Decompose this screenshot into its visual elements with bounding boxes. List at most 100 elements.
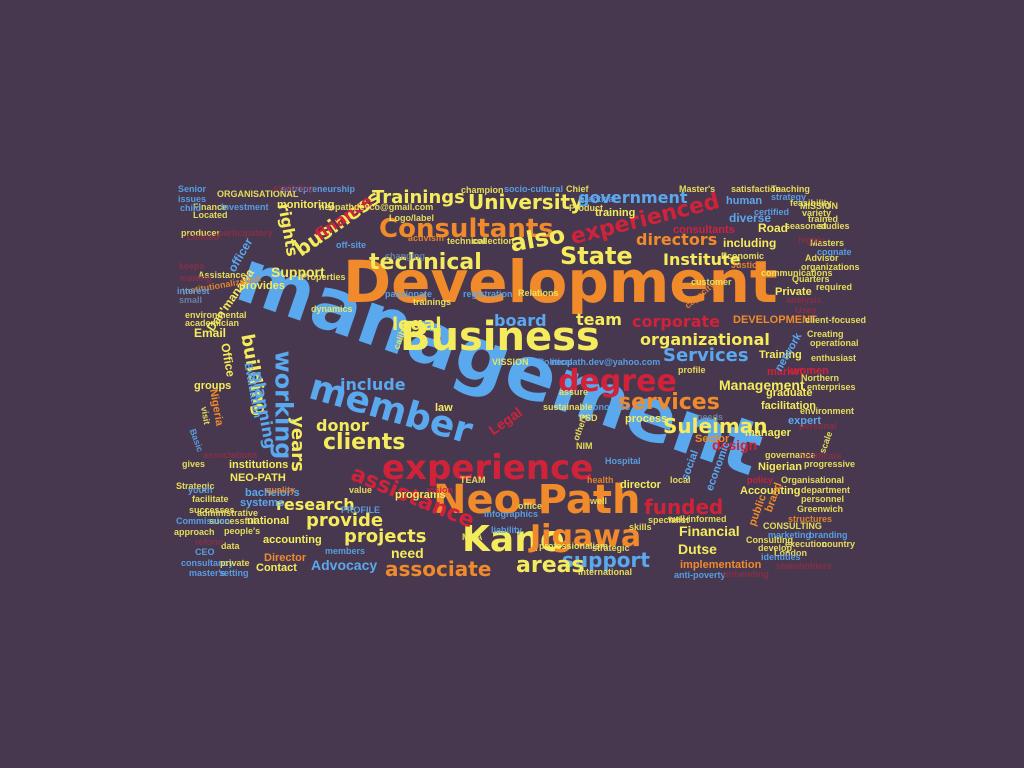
- cloud-word: vision: [427, 485, 454, 495]
- cloud-word: Nigerian: [758, 461, 803, 473]
- cloud-word: Training: [759, 349, 802, 361]
- cloud-word: passionate: [385, 289, 433, 299]
- cloud-word: personnel: [801, 494, 845, 504]
- cloud-word: implementation: [680, 559, 762, 571]
- cloud-word: making: [180, 273, 212, 283]
- cloud-word: entrepreneurship: [281, 184, 356, 194]
- cloud-word: team: [576, 310, 622, 329]
- cloud-word: Economic: [721, 251, 765, 261]
- cloud-word: associations: [203, 450, 258, 460]
- cloud-word: exploring: [273, 183, 314, 193]
- cloud-word: successes: [189, 505, 235, 515]
- cloud-word: CONSULTING: [763, 521, 822, 531]
- cloud-word: Development: [343, 248, 778, 316]
- cloud-word: reform: [195, 537, 224, 547]
- cloud-word: Advisor: [805, 253, 839, 263]
- cloud-word: skills: [629, 522, 652, 532]
- cloud-word: Justice: [731, 260, 763, 270]
- cloud-word: enthusiast: [811, 353, 857, 363]
- cloud-word: Organisational: [781, 475, 845, 485]
- cloud-word: Assistance: [198, 270, 246, 280]
- cloud-word: need: [391, 545, 424, 561]
- cloud-word: DEVELOPMENT: [733, 314, 817, 326]
- cloud-word: Masters: [810, 238, 845, 248]
- cloud-word: Director: [264, 552, 307, 564]
- cloud-word: expert: [788, 415, 822, 427]
- cloud-word: accounting: [263, 534, 322, 546]
- cloud-word: organizations: [801, 262, 860, 272]
- cloud-word: youth: [188, 485, 213, 495]
- cloud-word: technical: [447, 236, 487, 246]
- cloud-word: Located: [193, 210, 228, 220]
- cloud-word: Road: [758, 221, 788, 235]
- cloud-word: Neo-Path: [433, 477, 641, 523]
- cloud-word: PROFILE: [341, 505, 381, 515]
- cloud-word: women: [791, 365, 829, 377]
- cloud-word: execution: [785, 539, 828, 549]
- cloud-word: Management: [719, 377, 805, 393]
- cloud-word: required: [816, 282, 853, 292]
- cloud-word: specialist: [648, 515, 690, 525]
- cloud-word: studies: [818, 221, 850, 231]
- cloud-word: environmental: [185, 310, 247, 320]
- cloud-word: facilitate: [192, 494, 229, 504]
- cloud-word: Consultants: [379, 214, 554, 244]
- cloud-word: NIM: [576, 441, 593, 451]
- cloud-word: highly: [798, 235, 825, 245]
- cloud-word: research: [276, 495, 355, 514]
- cloud-word: Economics: [582, 402, 631, 412]
- cloud-word: anti-poverty: [674, 570, 726, 580]
- cloud-word: directors: [636, 230, 718, 249]
- cloud-word: consultancy: [181, 558, 234, 568]
- cloud-word: Strategic: [176, 481, 215, 491]
- cloud-word: private: [220, 558, 250, 568]
- cloud-word: champion: [461, 185, 504, 195]
- cloud-word: Consulting: [746, 535, 793, 545]
- cloud-word: Teaching: [771, 184, 810, 194]
- cloud-word: neopath.dev@yahoo.com: [551, 357, 661, 367]
- cloud-word: Uses: [795, 305, 817, 315]
- cloud-word: liability: [491, 525, 523, 535]
- cloud-word: groups: [194, 380, 232, 392]
- cloud-word: systems: [240, 497, 285, 509]
- cloud-word: department: [801, 485, 851, 495]
- cloud-word: government: [578, 188, 688, 207]
- cloud-word: practical: [579, 194, 617, 204]
- cloud-word: NEO-PATH: [230, 472, 286, 484]
- cloud-word: include: [340, 375, 406, 394]
- cloud-word: Infographics: [484, 509, 539, 519]
- cloud-word: donor: [316, 416, 369, 435]
- cloud-word: Commission: [176, 516, 231, 526]
- cloud-word: MISSION: [800, 201, 839, 211]
- cloud-word: areas: [516, 553, 585, 578]
- cloud-word: human: [726, 195, 763, 207]
- cloud-word: local: [670, 475, 691, 485]
- cloud-word: keeps: [179, 261, 205, 271]
- cloud-word: well: [590, 496, 608, 506]
- cloud-word: including: [723, 236, 777, 250]
- cloud-word: Services: [663, 345, 749, 366]
- cloud-word: London: [774, 548, 807, 558]
- cloud-word: policy: [747, 475, 774, 485]
- cloud-word: Institute: [663, 250, 741, 269]
- cloud-word: projects: [344, 526, 427, 547]
- cloud-word: Greenwich: [797, 504, 844, 514]
- cloud-word: Properties: [301, 272, 346, 282]
- cloud-word: setting: [219, 568, 249, 578]
- cloud-word: audit: [378, 308, 400, 318]
- cloud-word: clients: [323, 430, 406, 455]
- cloud-word: strategy: [771, 192, 807, 202]
- cloud-word: communications: [761, 268, 833, 278]
- cloud-word: Advocacy: [311, 557, 378, 573]
- cloud-word: unbending: [723, 569, 769, 579]
- cloud-word: design: [712, 437, 758, 453]
- cloud-word: activism: [408, 233, 445, 243]
- cloud-word: trainings: [413, 297, 452, 307]
- cloud-word: associate: [385, 557, 492, 581]
- cloud-word: governance: [765, 450, 816, 460]
- cloud-word: Email: [194, 326, 227, 340]
- cloud-word: support: [562, 548, 650, 572]
- cloud-word: registration: [463, 289, 513, 299]
- cloud-word: administrative: [197, 508, 259, 518]
